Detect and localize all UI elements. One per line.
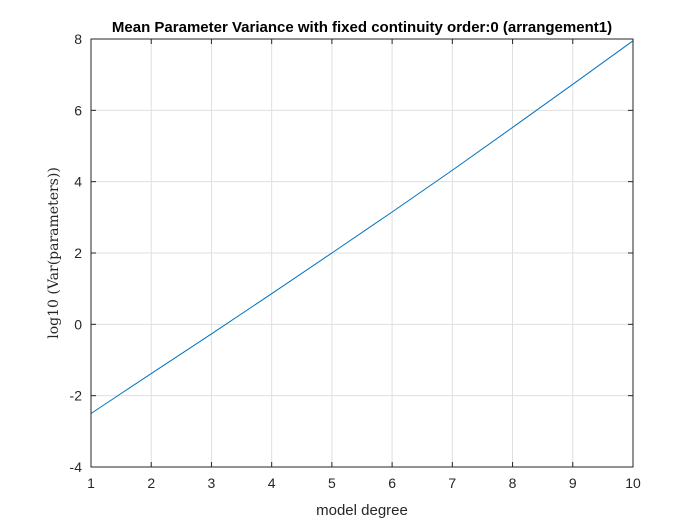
x-axis-ticks: 1 2 3 4 5 6 7 8 9 10 <box>87 39 641 491</box>
series-line <box>90 40 634 414</box>
y-tick-label: 8 <box>74 31 82 47</box>
y-tick-label: -2 <box>70 388 83 404</box>
y-axis-ticks: -4 -2 0 2 4 6 8 <box>70 31 633 475</box>
y-tick-label: 2 <box>74 245 82 261</box>
x-tick-label: 9 <box>569 475 577 491</box>
x-tick-label: 5 <box>328 475 336 491</box>
y-tick-label: -4 <box>70 459 83 475</box>
x-axis-label: model degree <box>316 502 408 519</box>
x-tick-label: 6 <box>388 475 396 491</box>
x-tick-label: 4 <box>268 475 276 491</box>
x-tick-label: 2 <box>147 475 155 491</box>
y-tick-label: 4 <box>74 174 82 190</box>
y-tick-label: 6 <box>74 102 82 118</box>
y-axis-label: log10 (Var(parameters)) <box>46 167 62 339</box>
x-tick-label: 1 <box>87 475 95 491</box>
y-tick-label: 0 <box>74 316 82 332</box>
x-tick-label: 10 <box>625 475 641 491</box>
x-tick-label: 3 <box>208 475 216 491</box>
chart-title: Mean Parameter Variance with fixed conti… <box>112 19 612 36</box>
x-tick-label: 8 <box>509 475 517 491</box>
grid-lines <box>90 38 634 468</box>
x-tick-label: 7 <box>448 475 456 491</box>
